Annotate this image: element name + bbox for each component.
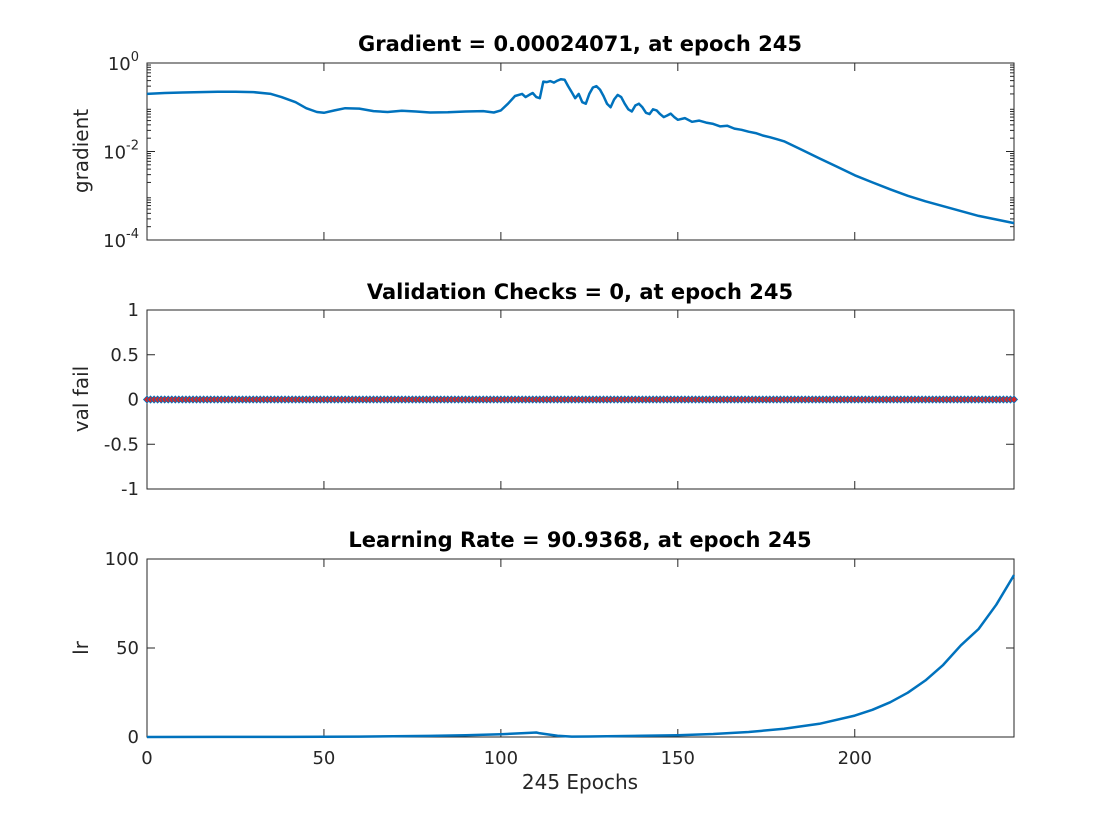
y-tick-label: 10-2	[103, 139, 139, 164]
y-tick-label: 0.5	[110, 345, 139, 366]
gradient-line	[146, 77, 1015, 225]
validation-panel: Validation Checks = 0, at epoch 245 val …	[69, 280, 1019, 500]
y-tick-label: 50	[116, 638, 139, 659]
validation-title: Validation Checks = 0, at epoch 245	[367, 280, 793, 304]
x-tick-label: 150	[661, 748, 695, 769]
learning-rate-ticks: 0 50 100 150 200 0 50 100	[105, 549, 1014, 769]
val-fail-marker	[1009, 395, 1019, 404]
y-tick-label: -1	[121, 479, 139, 500]
x-tick-label: 0	[141, 748, 152, 769]
learning-rate-line	[146, 574, 1016, 739]
learning-rate-axes-frame	[146, 558, 1015, 738]
gradient-ticks: 10-4 10-2 100	[103, 50, 1014, 252]
validation-ylabel: val fail	[69, 366, 93, 432]
learning-rate-panel: Learning Rate = 90.9368, at epoch 245 lr…	[69, 528, 1016, 794]
y-tick-label: -0.5	[104, 434, 139, 455]
validation-markers	[142, 395, 1019, 404]
y-tick-label: 1	[128, 300, 139, 321]
x-tick-label: 200	[838, 748, 872, 769]
learning-rate-xlabel: 245 Epochs	[522, 770, 638, 794]
y-tick-label: 0	[128, 727, 139, 748]
gradient-axes-frame	[146, 62, 1015, 241]
y-tick-label: 10-4	[103, 227, 139, 252]
gradient-title: Gradient = 0.00024071, at epoch 245	[358, 32, 802, 56]
learning-rate-ylabel: lr	[69, 640, 93, 655]
gradient-panel: Gradient = 0.00024071, at epoch 245 grad…	[69, 32, 1015, 252]
validation-ticks: 1 0.5 0 -0.5 -1	[104, 300, 1014, 500]
x-tick-label: 50	[312, 748, 335, 769]
learning-rate-title: Learning Rate = 90.9368, at epoch 245	[348, 528, 811, 552]
y-tick-label: 0	[128, 390, 139, 411]
gradient-ylabel: gradient	[69, 109, 93, 193]
y-tick-label: 100	[105, 549, 139, 570]
y-tick-label: 100	[108, 50, 139, 75]
x-tick-label: 100	[484, 748, 518, 769]
